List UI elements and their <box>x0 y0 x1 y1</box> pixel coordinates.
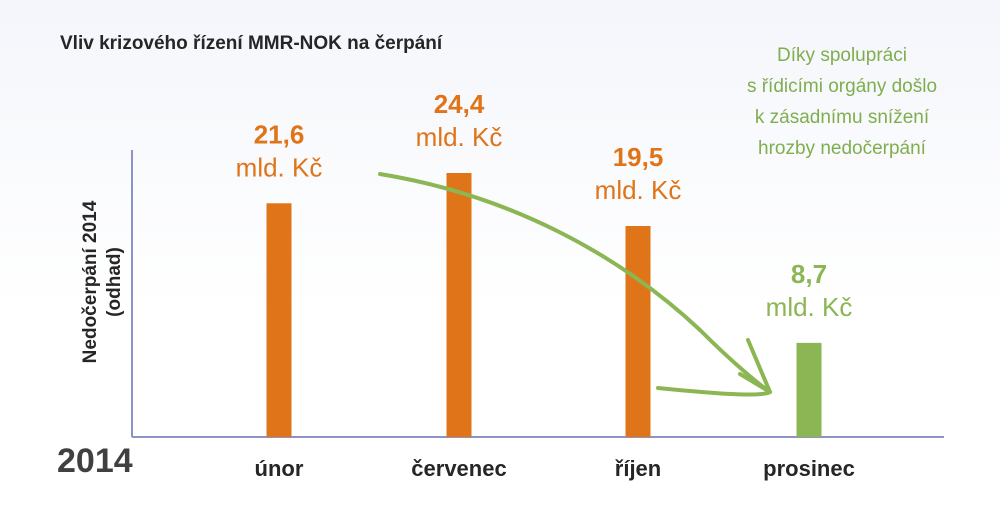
unit-label: mld. Kč <box>595 175 682 205</box>
trend-arrow-head <box>738 338 772 394</box>
y-axis-label: Nedočerpání 2014 (odhad) <box>80 200 125 363</box>
value-label: 24,4 <box>434 89 485 119</box>
bar-říjen <box>625 226 651 437</box>
y-axis-label-line-2: (odhad) <box>104 247 125 317</box>
year-label: 2014 <box>57 442 133 480</box>
x-tick-label: únor <box>255 456 304 481</box>
unit-label: mld. Kč <box>416 122 503 152</box>
note-line-2: s řídicími orgány došlo <box>747 76 937 97</box>
bar-prosinec <box>796 342 822 437</box>
value-label: 21,6 <box>254 119 305 149</box>
bar-červenec <box>446 173 472 437</box>
trend-arrow-curve <box>378 172 772 397</box>
note: Díky spolupráci s řídicími orgány došlo … <box>747 45 937 159</box>
unit-label: mld. Kč <box>766 292 853 322</box>
x-tick-label: prosinec <box>763 456 855 481</box>
x-tick-label: červenec <box>411 456 506 481</box>
value-label: 19,5 <box>613 142 664 172</box>
chart-title: Vliv krizového řízení MMR-NOK na čerpání <box>60 33 443 54</box>
note-line-4: hrozby nedočerpání <box>758 138 927 159</box>
note-line-1: Díky spolupráci <box>777 45 907 66</box>
bar-únor <box>266 203 292 437</box>
trend-arrow <box>378 172 772 397</box>
x-tick-label: říjen <box>615 456 661 481</box>
value-label: 8,7 <box>791 259 827 289</box>
note-line-3: k zásadnímu snížení <box>755 107 930 128</box>
unit-label: mld. Kč <box>236 152 323 182</box>
y-axis-label-line-1: Nedočerpání 2014 <box>80 200 101 363</box>
